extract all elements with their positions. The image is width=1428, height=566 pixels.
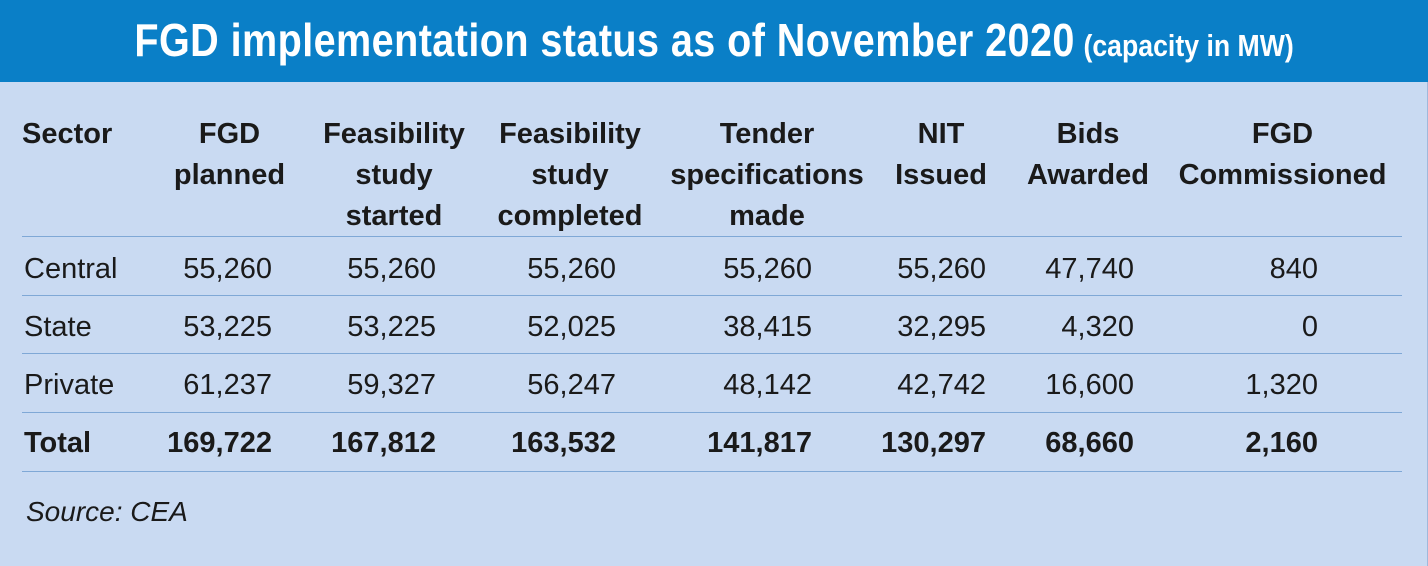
value-cell: 55,260 bbox=[347, 253, 436, 285]
sector-label: Total bbox=[24, 427, 92, 459]
row-divider bbox=[22, 471, 1402, 472]
value-cell: 32,295 bbox=[897, 311, 986, 343]
value-cell: 55,260 bbox=[723, 253, 812, 285]
value-cell: 130,297 bbox=[881, 427, 986, 459]
value-cell: 59,327 bbox=[347, 369, 436, 401]
value-cell: 61,237 bbox=[183, 369, 272, 401]
value-cell: 0 bbox=[1301, 311, 1318, 343]
column-header-line: FGD bbox=[1251, 118, 1314, 150]
column-header: Feasibility study completed bbox=[490, 114, 650, 237]
value-cell: 163,532 bbox=[511, 427, 616, 459]
value-cell: 53,225 bbox=[183, 311, 272, 343]
column-header-line: Issued bbox=[895, 159, 987, 191]
value-cell: 52,025 bbox=[527, 311, 616, 343]
column-header-line: NIT bbox=[917, 118, 965, 150]
value-cell: 4,320 bbox=[1061, 311, 1134, 343]
value-cell: 47,740 bbox=[1045, 253, 1134, 285]
column-header-line: planned bbox=[173, 159, 286, 191]
title-bar: FGD implementation status as of November… bbox=[0, 0, 1428, 82]
value-cell: 16,600 bbox=[1045, 369, 1134, 401]
column-header-line: Awarded bbox=[1027, 159, 1149, 191]
column-header: Feasibility study started bbox=[314, 114, 474, 237]
value-cell: 169,722 bbox=[167, 427, 272, 459]
column-header: Tender specifications made bbox=[662, 114, 872, 237]
title: FGD implementation status as of November… bbox=[134, 13, 1293, 67]
column-header-line: started bbox=[345, 200, 443, 232]
value-cell: 167,812 bbox=[331, 427, 436, 459]
column-header-line: Feasibility bbox=[499, 118, 641, 150]
value-cell: 2,160 bbox=[1245, 427, 1318, 459]
column-header: Bids Awarded bbox=[1018, 114, 1158, 196]
column-header: FGD Commissioned bbox=[1170, 114, 1395, 196]
column-header: Sector bbox=[22, 114, 132, 155]
column-header-line: Tender bbox=[719, 118, 815, 150]
value-cell: 55,260 bbox=[527, 253, 616, 285]
value-cell: 48,142 bbox=[723, 369, 812, 401]
column-header-line: study bbox=[531, 159, 609, 191]
sector-label: Private bbox=[24, 369, 115, 401]
column-header-line: Feasibility bbox=[323, 118, 465, 150]
title-unit: (capacity in MW) bbox=[1083, 28, 1294, 63]
column-header-line: specifications bbox=[670, 159, 864, 191]
column-header: NIT Issued bbox=[886, 114, 996, 196]
column-header-line: Bids bbox=[1056, 118, 1120, 150]
column-header-line: Commissioned bbox=[1178, 159, 1387, 191]
column-header-line: Sector bbox=[22, 118, 113, 150]
value-cell: 42,742 bbox=[897, 369, 986, 401]
title-main: FGD implementation status as of November… bbox=[134, 14, 1075, 66]
sector-label: State bbox=[24, 311, 92, 343]
row-divider bbox=[22, 236, 1402, 237]
column-header-line: FGD bbox=[198, 118, 261, 150]
value-cell: 68,660 bbox=[1045, 427, 1134, 459]
column-header-line: made bbox=[729, 200, 805, 232]
value-cell: 1,320 bbox=[1245, 369, 1318, 401]
value-cell: 141,817 bbox=[707, 427, 812, 459]
row-divider bbox=[22, 353, 1402, 354]
column-header: FGD planned bbox=[162, 114, 297, 196]
value-cell: 38,415 bbox=[723, 311, 812, 343]
value-cell: 55,260 bbox=[897, 253, 986, 285]
value-cell: 56,247 bbox=[527, 369, 616, 401]
column-header-line: study bbox=[355, 159, 433, 191]
value-cell: 55,260 bbox=[183, 253, 272, 285]
row-divider bbox=[22, 412, 1402, 413]
value-cell: 53,225 bbox=[347, 311, 436, 343]
row-divider bbox=[22, 295, 1402, 296]
sector-label: Central bbox=[24, 253, 118, 285]
column-header-line: completed bbox=[497, 200, 643, 232]
source-note: Source: CEA bbox=[26, 496, 188, 527]
value-cell: 840 bbox=[1269, 253, 1318, 285]
